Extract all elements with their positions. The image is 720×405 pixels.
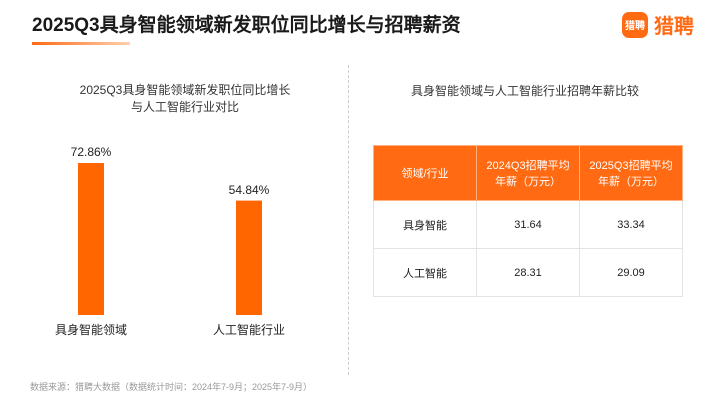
divider [348,65,349,375]
table-cell: 31.64 [476,200,580,249]
bar [236,200,262,315]
title-underline [32,42,130,45]
header-cell: 2025Q3招聘平均年薪（万元） [579,145,683,201]
table-cell: 29.09 [579,248,683,297]
bar [78,163,104,315]
logo-text: 猎聘 [654,16,694,38]
x-tick-label: 具身智能领域 [55,322,127,337]
page-title: 2025Q3具身智能领域新发职位同比增长与招聘薪资 [32,15,461,36]
table-row: 人工智能 28.31 29.09 [373,248,683,297]
header-row: 领域/行业 2024Q3招聘平均年薪（万元） 2025Q3招聘平均年薪（万元） [373,145,683,201]
value-label: 54.84% [229,183,270,197]
source-note: 数据来源：猎聘大数据（数据统计时间：2024年7-9月；2025年7-9月） [30,382,313,392]
table-cell: 人工智能 [373,248,477,297]
header-cell: 领域/行业 [373,145,477,201]
table-cell: 33.34 [579,200,683,249]
chart: 72.86% 具身智能领域 54.84% 人工智能行业 [55,145,285,337]
table-row: 具身智能 31.64 33.34 [373,200,683,249]
logo: 猎聘 猎聘 [622,10,694,39]
table-title: 具身智能领域与人工智能行业招聘年薪比较 [410,84,639,98]
salary-table: 领域/行业 2024Q3招聘平均年薪（万元） 2025Q3招聘平均年薪（万元） 具身智… [373,145,683,297]
value-label: 72.86% [71,145,112,159]
header-cell: 2024Q3招聘平均年薪（万元） [476,145,580,201]
x-tick-label: 人工智能行业 [213,322,285,337]
table-cell: 具身智能 [373,200,477,249]
table-cell: 28.31 [476,248,580,297]
chart-title: 2025Q3具身智能领域新发职位同比增长 与人工智能行业对比 [79,83,291,114]
logo-icon: 猎聘 [622,11,648,38]
